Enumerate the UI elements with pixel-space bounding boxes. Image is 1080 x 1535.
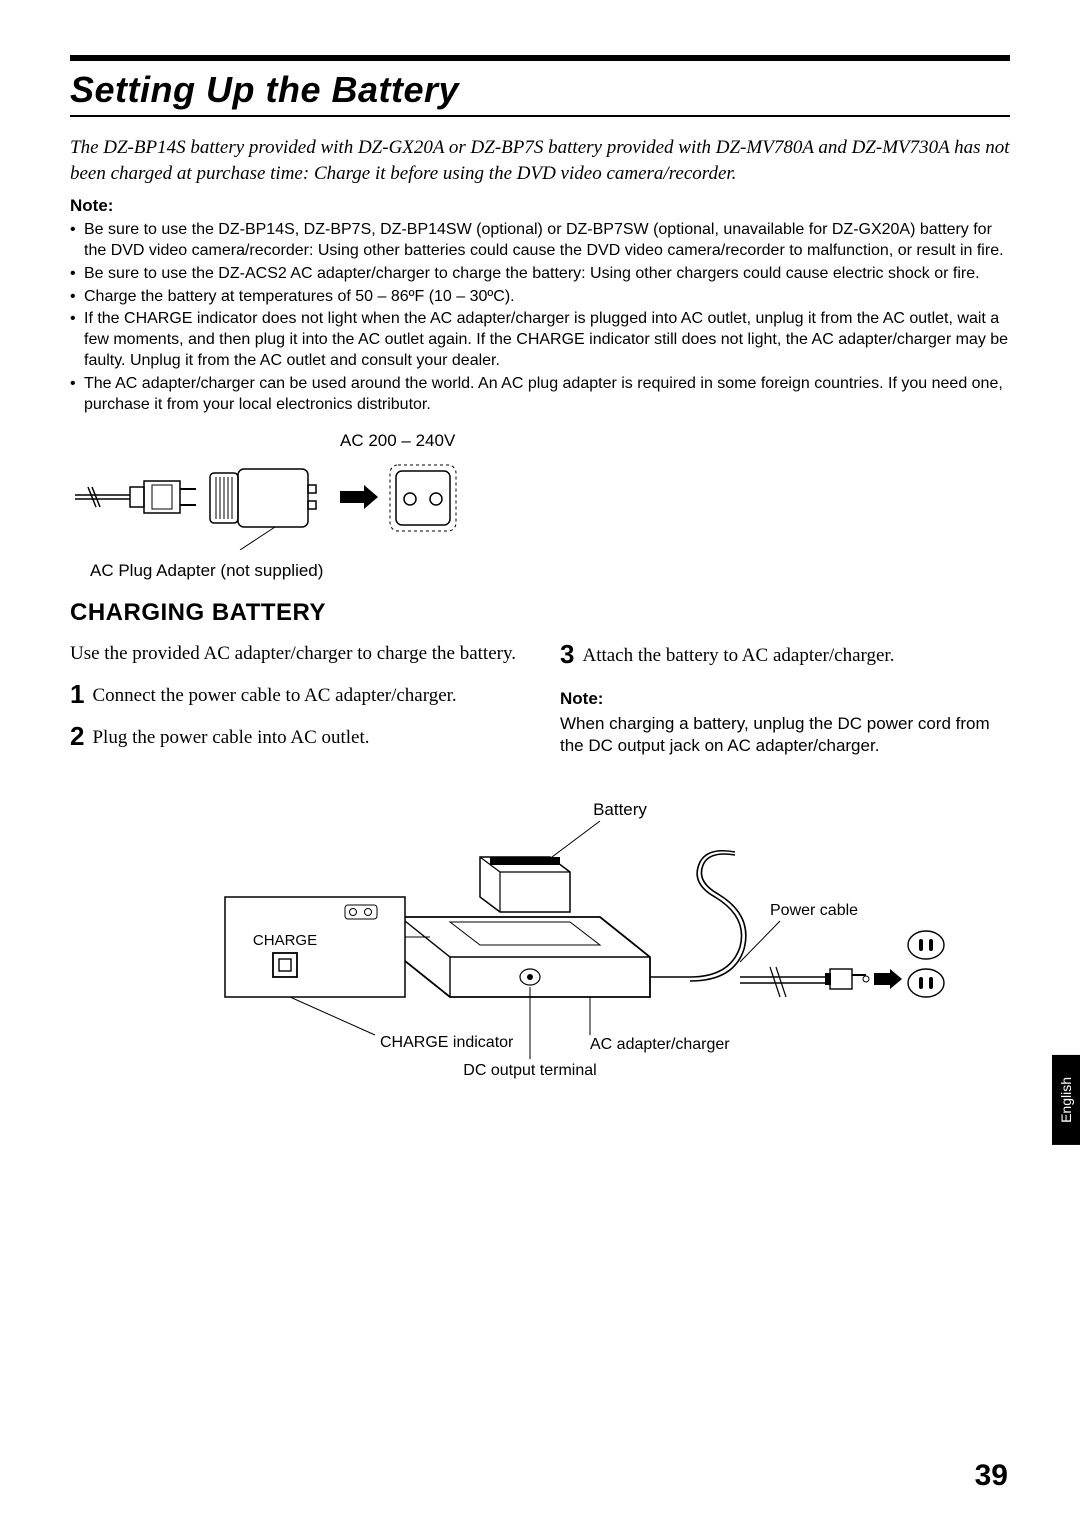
note-label: Note: [70, 196, 1010, 216]
note2-label: Note: [560, 689, 1010, 709]
note-item: If the CHARGE indicator does not light w… [70, 309, 1010, 371]
title-underline [70, 115, 1010, 117]
intro-paragraph: The DZ-BP14S battery provided with DZ-GX… [70, 135, 1010, 186]
diagram-label-charge-indicator: CHARGE indicator [380, 1034, 514, 1051]
top-rule [70, 55, 1010, 61]
charging-lead: Use the provided AC adapter/charger to c… [70, 641, 520, 667]
power-cable-icon [690, 851, 944, 997]
svg-text:CHARGE: CHARGE [253, 932, 317, 949]
step-number: 2 [70, 723, 84, 749]
language-tab: English [1052, 1055, 1080, 1145]
diagram-label-battery: Battery [593, 800, 647, 819]
page-title: Setting Up the Battery [70, 69, 1010, 111]
note-item: Charge the battery at temperatures of 50… [70, 287, 1010, 308]
plug-adapter-caption: AC Plug Adapter (not supplied) [90, 561, 1010, 581]
step-number: 3 [560, 641, 574, 667]
two-column-layout: Use the provided AC adapter/charger to c… [70, 641, 1010, 757]
step-1: 1 Connect the power cable to AC adapter/… [70, 681, 520, 709]
battery-icon [480, 857, 570, 912]
note-item: Be sure to use the DZ-BP14S, DZ-BP7S, DZ… [70, 220, 1010, 262]
note-list: Be sure to use the DZ-BP14S, DZ-BP7S, DZ… [70, 220, 1010, 415]
left-column: Use the provided AC adapter/charger to c… [70, 641, 520, 757]
step-number: 1 [70, 681, 84, 707]
adapter-icon [400, 917, 690, 1027]
step-3: 3 Attach the battery to AC adapter/charg… [560, 641, 1010, 669]
step-text: Connect the power cable to AC adapter/ch… [92, 681, 456, 709]
plug-adapter-illustration [70, 455, 1010, 555]
plug-adapter-figure: AC 200 – 240V [70, 431, 1010, 581]
charge-panel-icon: CHARGE [225, 897, 405, 997]
page-number: 39 [975, 1459, 1008, 1493]
diagram-label-dc-terminal: DC output terminal [463, 1062, 596, 1079]
plug-voltage-label: AC 200 – 240V [340, 431, 1010, 451]
diagram-label-adapter: AC adapter/charger [590, 1036, 730, 1053]
step-text: Plug the power cable into AC outlet. [92, 723, 369, 751]
diagram-label-power-cable: Power cable [770, 902, 858, 919]
note-item: Be sure to use the DZ-ACS2 AC adapter/ch… [70, 264, 1010, 285]
step-text: Attach the battery to AC adapter/charger… [582, 641, 894, 669]
note-item: The AC adapter/charger can be used aroun… [70, 374, 1010, 416]
note2-text: When charging a battery, unplug the DC p… [560, 713, 1010, 757]
charging-diagram: Battery C [70, 797, 1010, 1092]
step-2: 2 Plug the power cable into AC outlet. [70, 723, 520, 751]
right-column: 3 Attach the battery to AC adapter/charg… [560, 641, 1010, 757]
charging-battery-heading: CHARGING BATTERY [70, 599, 1010, 627]
